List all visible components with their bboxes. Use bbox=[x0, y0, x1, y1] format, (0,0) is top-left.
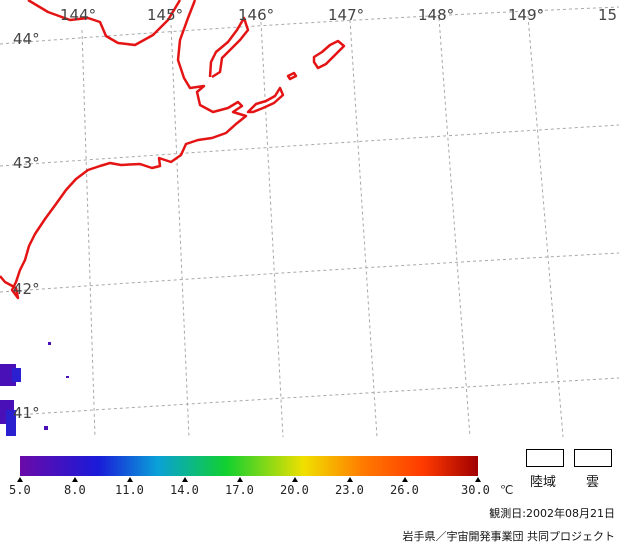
scale-tick-label: 23.0 bbox=[335, 483, 364, 497]
latitude-label: 43° bbox=[13, 154, 40, 172]
latitude-line-41 bbox=[0, 377, 619, 417]
latitude-label: 41° bbox=[13, 404, 40, 422]
shiretoko-peninsula bbox=[208, 16, 250, 79]
color-scale-labels: 5.0 8.0 11.0 14.0 17.0 20.0 23.0 26.0 30… bbox=[9, 483, 513, 497]
etorofu-island bbox=[312, 39, 346, 70]
credit-text: 岩手県／宇宙開発事業団 共同プロジェクト bbox=[402, 530, 616, 543]
scale-tick-label: 5.0 bbox=[9, 483, 31, 497]
scale-tick-marker bbox=[292, 477, 298, 482]
latitude-line-43 bbox=[0, 124, 619, 167]
longitude-label: 15 bbox=[598, 6, 617, 24]
latitude-label: 42° bbox=[13, 280, 40, 298]
scale-tick-marker bbox=[127, 477, 133, 482]
land-legend-label: 陸域 bbox=[530, 475, 557, 490]
scale-tick-marker bbox=[17, 477, 23, 482]
scale-tick-marker bbox=[237, 477, 243, 482]
kunashiri-island bbox=[246, 86, 285, 114]
latitude-line-44 bbox=[0, 6, 619, 45]
hokkaido-north-coast bbox=[27, 0, 182, 47]
scale-tick-marker bbox=[402, 477, 408, 482]
scale-tick-label: 17.0 bbox=[225, 483, 254, 497]
meridian-line-149 bbox=[527, 15, 564, 438]
longitude-labels: 144° 145° 146° 147° 148° 149° 15 bbox=[60, 6, 617, 24]
scale-tick-label: 30.0 bbox=[461, 483, 490, 497]
sst-pixel bbox=[12, 368, 21, 382]
meridian-line-144 bbox=[81, 29, 96, 438]
sst-data-patches bbox=[0, 342, 69, 436]
graticule bbox=[0, 6, 619, 438]
scale-tick-marker bbox=[347, 477, 353, 482]
sst-pixel bbox=[66, 376, 69, 378]
cloud-legend-label: 雲 bbox=[586, 475, 600, 490]
longitude-label: 149° bbox=[508, 6, 544, 24]
scale-tick-label: 8.0 bbox=[64, 483, 86, 497]
coastline bbox=[0, 0, 346, 300]
meridian-line-146 bbox=[260, 21, 284, 438]
meridian-line-147 bbox=[349, 19, 378, 438]
meridian-line-148 bbox=[438, 17, 471, 438]
scale-tick-marker bbox=[475, 477, 481, 482]
latitude-line-42 bbox=[0, 252, 619, 293]
scale-tick-label: 14.0 bbox=[170, 483, 199, 497]
latitude-labels: 44° 43° 42° 41° bbox=[13, 30, 40, 422]
meridian-line-145 bbox=[170, 24, 190, 438]
hokkaido-east-coast bbox=[0, 0, 248, 300]
scale-tick-marker bbox=[72, 477, 78, 482]
sst-pixel bbox=[6, 410, 16, 436]
longitude-label: 147° bbox=[328, 6, 364, 24]
scale-tick-label: 20.0 bbox=[280, 483, 309, 497]
observation-date: 観測日:2002年08月21日 bbox=[489, 507, 615, 520]
land-legend-swatch bbox=[526, 449, 564, 467]
sst-pixel bbox=[44, 426, 48, 430]
scale-tick-marker bbox=[182, 477, 188, 482]
longitude-label: 148° bbox=[418, 6, 454, 24]
latitude-label: 44° bbox=[13, 30, 40, 48]
sst-pixel bbox=[48, 342, 51, 345]
color-scale-ticks bbox=[17, 477, 481, 482]
cloud-legend-swatch bbox=[574, 449, 612, 467]
scale-tick-label: 11.0 bbox=[115, 483, 144, 497]
shikotan-island bbox=[286, 71, 298, 81]
longitude-label: 146° bbox=[238, 6, 274, 24]
color-scale-bar bbox=[20, 456, 478, 476]
longitude-label: 144° bbox=[60, 6, 96, 24]
longitude-label: 145° bbox=[147, 6, 183, 24]
scale-tick-label: 26.0 bbox=[390, 483, 419, 497]
temperature-unit: ℃ bbox=[500, 483, 513, 497]
